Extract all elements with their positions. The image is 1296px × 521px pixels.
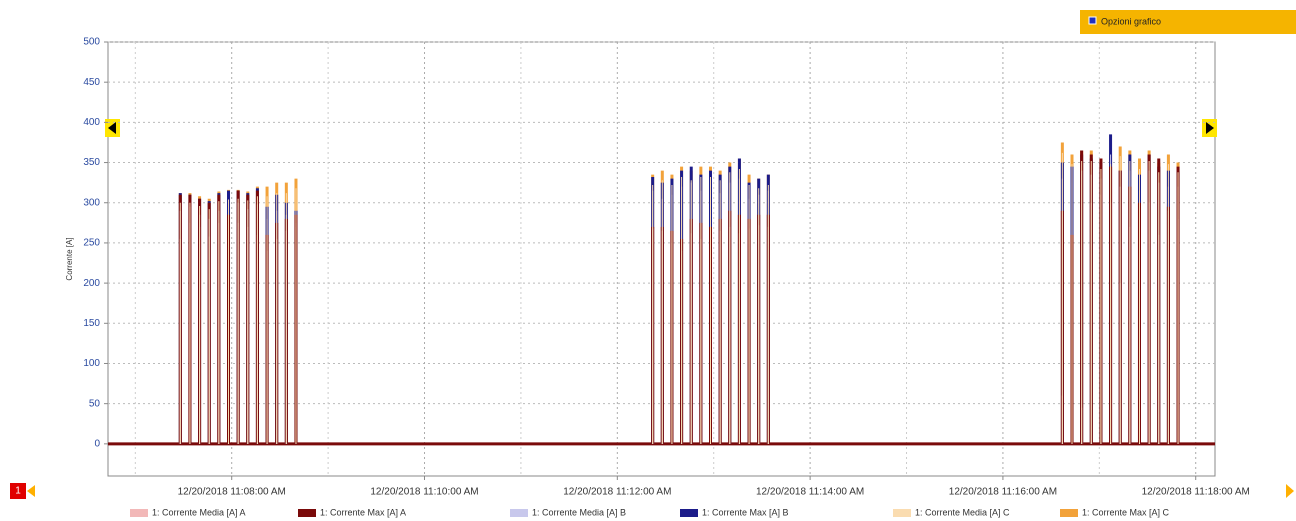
page-prev[interactable] (27, 485, 35, 497)
options-button[interactable] (1080, 10, 1296, 34)
x-tick-label: 12/20/2018 11:14:00 AM (756, 487, 864, 498)
legend-label: 1: Corrente Media [A] B (532, 507, 626, 517)
legend-swatch (893, 509, 911, 517)
legend-swatch (298, 509, 316, 517)
page-number: 1 (15, 486, 21, 497)
legend-label: 1: Corrente Max [A] A (320, 507, 406, 517)
x-tick-label: 12/20/2018 11:08:00 AM (178, 487, 286, 498)
page-box[interactable] (10, 483, 26, 499)
y-tick-label: 50 (89, 398, 101, 409)
y-tick-label: 150 (83, 318, 100, 329)
legend-swatch (680, 509, 698, 517)
options-icon (1088, 16, 1097, 25)
options-label[interactable]: Opzioni grafico (1101, 16, 1161, 26)
y-tick-label: 450 (83, 77, 100, 88)
legend-label: 1: Corrente Max [A] C (1082, 507, 1170, 517)
y-tick-label: 350 (83, 157, 100, 168)
y-tick-label: 500 (83, 37, 100, 48)
page-next[interactable] (1286, 484, 1294, 498)
legend-swatch (130, 509, 148, 517)
y-tick-label: 200 (83, 278, 100, 289)
y-tick-label: 400 (83, 117, 100, 128)
x-tick-label: 12/20/2018 11:10:00 AM (370, 487, 478, 498)
x-tick-label: 12/20/2018 11:16:00 AM (949, 487, 1057, 498)
legend-label: 1: Corrente Max [A] B (702, 507, 789, 517)
y-axis-label: Corrente [A] (65, 237, 74, 280)
y-tick-label: 250 (83, 238, 100, 249)
y-tick-label: 300 (83, 197, 100, 208)
legend-swatch (510, 509, 528, 517)
y-tick-label: 0 (94, 438, 100, 449)
legend-label: 1: Corrente Media [A] A (152, 507, 246, 517)
x-tick-label: 12/20/2018 11:18:00 AM (1142, 487, 1250, 498)
x-tick-label: 12/20/2018 11:12:00 AM (563, 487, 671, 498)
nav-left-arrow (108, 122, 116, 134)
y-tick-label: 100 (83, 358, 100, 369)
legend-label: 1: Corrente Media [A] C (915, 507, 1010, 517)
nav-right-arrow (1206, 122, 1214, 134)
plot-frame (107, 41, 1216, 477)
legend-swatch (1060, 509, 1078, 517)
